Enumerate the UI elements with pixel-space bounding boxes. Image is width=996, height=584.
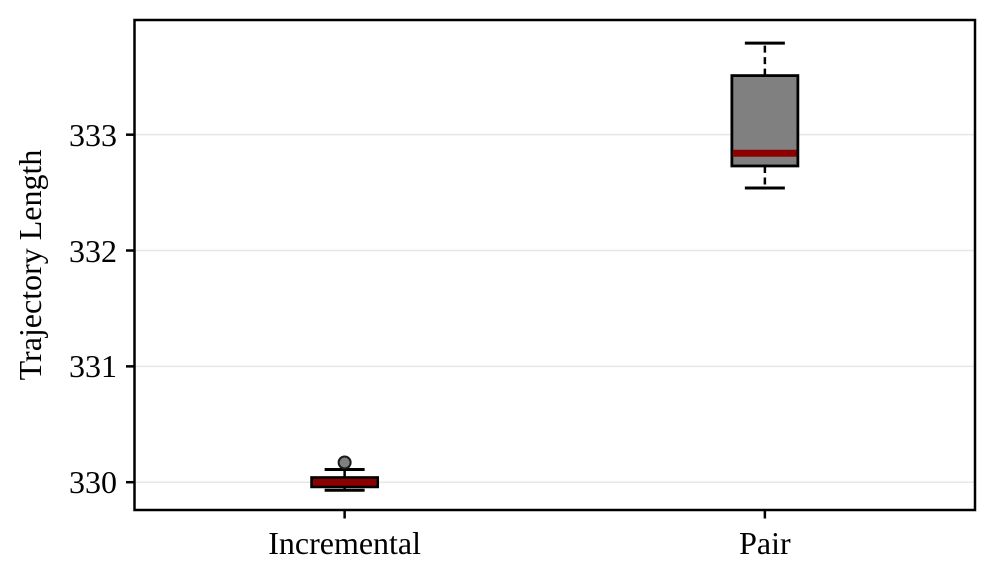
y-tick-label: 332: [69, 232, 117, 269]
y-tick-label: 331: [69, 348, 117, 385]
y-tick-label: 330: [69, 464, 117, 501]
x-tick-label: Pair: [739, 525, 791, 561]
plot-frame: [133, 18, 977, 512]
x-tick-label: Incremental: [268, 525, 422, 561]
plot-background: [134, 20, 975, 510]
y-tick-label: 333: [69, 116, 117, 153]
outlier-point: [337, 455, 352, 470]
